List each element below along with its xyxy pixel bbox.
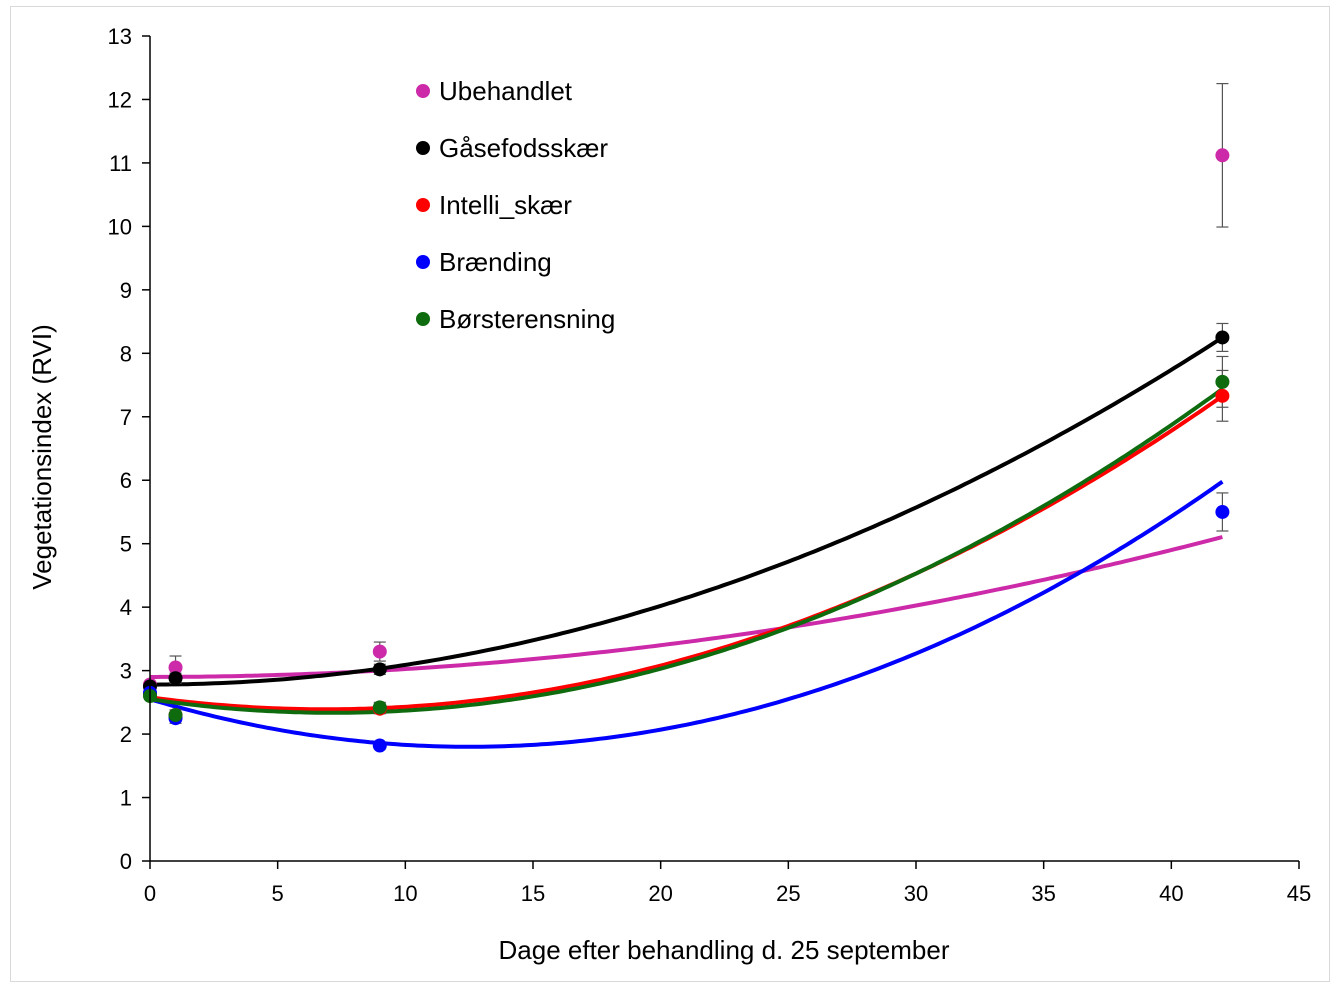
series-2-legend-label: Intelli_skær bbox=[439, 190, 572, 220]
chart-frame: 0 5 10 15 20 25 30 35 40 45 0 1 2 3 4 5 6 7 8 9 10 11 12 13 Ube… bbox=[10, 6, 1330, 982]
series-1-point-2 bbox=[372, 662, 387, 677]
x-tick-label-5: 5 bbox=[272, 881, 284, 906]
y-tick-label-4: 4 bbox=[120, 595, 132, 620]
series-0-point-2 bbox=[372, 644, 387, 659]
y-tick-label-7: 7 bbox=[120, 405, 132, 430]
x-tick-label-45: 45 bbox=[1287, 881, 1311, 906]
x-tick-label-0: 0 bbox=[144, 881, 156, 906]
y-axis-title: Vegetationsindex (RVI) bbox=[27, 324, 57, 589]
series-2-point-3 bbox=[1215, 388, 1230, 403]
y-tick-label-0: 0 bbox=[120, 849, 132, 874]
y-tick-label-12: 12 bbox=[108, 87, 132, 112]
series-3-legend-label: Brænding bbox=[439, 247, 552, 277]
series-3-point-3 bbox=[1215, 504, 1230, 519]
x-tick-label-20: 20 bbox=[648, 881, 672, 906]
x-tick-label-10: 10 bbox=[393, 881, 417, 906]
series-4-legend-label: Børsterensning bbox=[439, 304, 615, 334]
x-tick-label-25: 25 bbox=[776, 881, 800, 906]
series-0-point-3 bbox=[1215, 148, 1230, 163]
y-tick-label-13: 13 bbox=[108, 24, 132, 49]
y-tick-label-8: 8 bbox=[120, 341, 132, 366]
y-tick-label-11: 11 bbox=[109, 151, 132, 176]
series-1-legend-label: Gåsefodsskær bbox=[439, 133, 608, 163]
x-axis-title: Dage efter behandling d. 25 september bbox=[499, 935, 950, 965]
series-3-legend-marker bbox=[416, 255, 430, 269]
series-2-trendline bbox=[149, 394, 1224, 712]
x-tick-label-40: 40 bbox=[1159, 881, 1183, 906]
series-4-point-2 bbox=[372, 700, 387, 715]
series-4-point-1 bbox=[168, 708, 183, 723]
series-3-trendline bbox=[149, 480, 1224, 749]
series-0-trendline bbox=[150, 535, 1223, 679]
series-4-trendline bbox=[149, 387, 1224, 715]
x-tick-label-30: 30 bbox=[904, 881, 928, 906]
y-tick-label-5: 5 bbox=[120, 532, 132, 557]
series-4-legend-marker bbox=[416, 312, 430, 326]
y-tick-label-3: 3 bbox=[120, 659, 132, 684]
series-1-point-1 bbox=[168, 671, 183, 686]
x-tick-label-15: 15 bbox=[521, 881, 545, 906]
y-tick-label-9: 9 bbox=[120, 278, 132, 303]
series-0-legend-marker bbox=[416, 84, 430, 98]
series-1-trendline bbox=[150, 335, 1224, 687]
y-tick-label-1: 1 bbox=[120, 786, 132, 811]
series-2-legend-marker bbox=[416, 198, 430, 212]
series-1-point-3 bbox=[1215, 330, 1230, 345]
y-tick-label-2: 2 bbox=[120, 722, 132, 747]
series-0-point-1 bbox=[168, 660, 183, 675]
x-tick-label-35: 35 bbox=[1031, 881, 1055, 906]
series-3-point-2 bbox=[372, 738, 387, 753]
series-1-legend-marker bbox=[416, 141, 430, 155]
y-tick-label-10: 10 bbox=[108, 214, 132, 239]
series-0-legend-label: Ubehandlet bbox=[439, 76, 573, 106]
series-4-point-3 bbox=[1215, 374, 1230, 389]
y-tick-label-6: 6 bbox=[120, 468, 132, 493]
